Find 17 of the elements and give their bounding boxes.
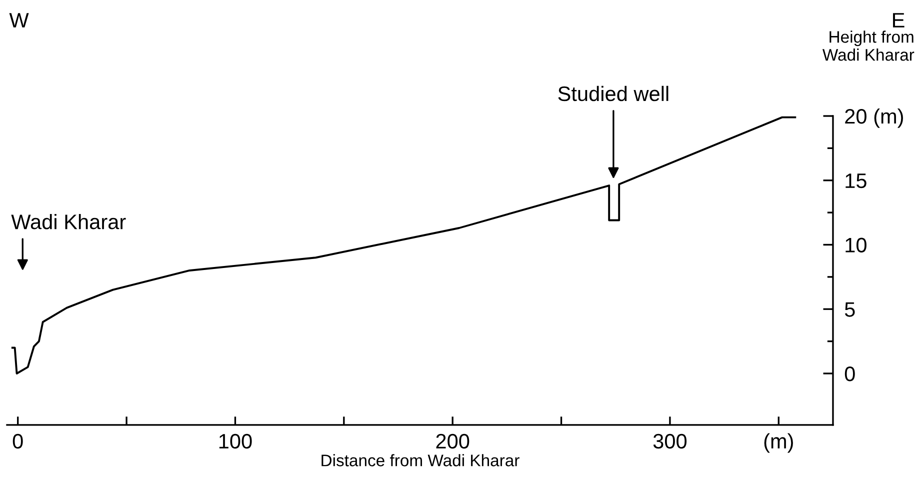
y-axis-title: Height from Wadi Kharar xyxy=(822,30,914,61)
y-tick-label: 5 xyxy=(844,302,855,317)
line-series xyxy=(11,116,796,374)
x-axis-title: Distance from Wadi Kharar xyxy=(322,454,520,466)
x-tick-label: 0 xyxy=(12,434,23,449)
x-tick-label: 200 xyxy=(436,434,470,449)
y-tick-label: 0 xyxy=(844,366,855,382)
annotation: Wadi Kharar xyxy=(11,214,126,230)
y-tick-label: 10 xyxy=(846,238,866,252)
text: W xyxy=(9,13,29,28)
text: E xyxy=(893,13,904,28)
annotation: Studied well xyxy=(558,86,668,102)
y-tick-label: 15 xyxy=(846,174,866,188)
x-tick-label: 100 xyxy=(219,434,252,449)
x-tick-label: 300 xyxy=(653,434,687,449)
y-tick-label: 20 (m) xyxy=(845,108,903,128)
x-tick-label: (m) xyxy=(764,433,793,453)
